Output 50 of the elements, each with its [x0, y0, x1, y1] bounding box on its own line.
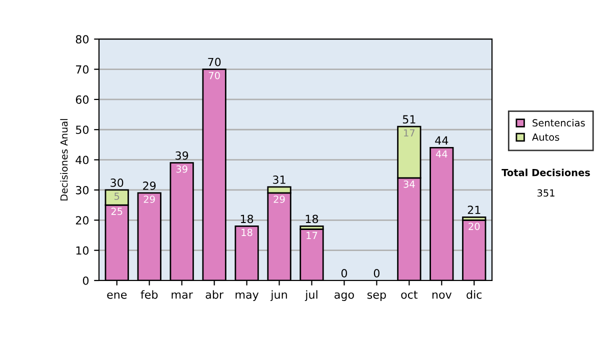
y-tick-label: 80	[76, 35, 89, 44]
x-tick-label: jun	[270, 290, 287, 301]
total-label: 39	[176, 151, 188, 160]
data-label: 39	[176, 165, 188, 173]
legend-label: Autos	[532, 134, 560, 141]
text: Total Decisiones	[502, 168, 590, 176]
x-tick-label: ago	[334, 292, 354, 301]
data-label: 17	[404, 129, 415, 136]
legend-label: Sentencias	[532, 118, 585, 127]
x-tick-label: abr	[206, 290, 224, 299]
total-label: 21	[468, 206, 480, 214]
y-tick-label: 60	[76, 95, 89, 104]
x-tick-label: oct	[401, 290, 418, 299]
x-tick-label: nov	[432, 292, 452, 299]
total-label: 30	[110, 178, 124, 187]
y-tick-label: 70	[76, 65, 89, 74]
x-tick-label: mar	[172, 292, 193, 299]
total-label: 29	[143, 182, 156, 190]
data-label: 29	[144, 196, 155, 203]
x-tick-label: jul	[304, 290, 318, 301]
data-label: 5	[114, 192, 120, 200]
total-label: 0	[374, 269, 380, 278]
data-label: 17	[306, 232, 318, 240]
y-tick-label: 20	[76, 216, 89, 225]
data-label: 18	[242, 228, 252, 236]
y-axis-title: Decisiones Anual	[60, 119, 68, 200]
total-label: 18	[240, 214, 254, 224]
data-label: 44	[436, 150, 448, 158]
y-tick-label: 10	[76, 246, 89, 255]
x-tick-label: may	[236, 292, 259, 301]
y-tick-label: 50	[76, 126, 89, 134]
x-tick-label: feb	[140, 290, 158, 299]
x-tick-label: sep	[367, 292, 386, 301]
total-label: 31	[273, 175, 286, 184]
data-label: 70	[208, 72, 220, 80]
y-tick-label: 0	[82, 276, 89, 285]
total-label: 0	[341, 269, 348, 278]
x-tick-label: ene	[107, 292, 127, 299]
total-label: 51	[402, 115, 416, 124]
data-label: 34	[404, 180, 415, 188]
x-tick-label: dic	[466, 290, 482, 299]
data-label: 29	[274, 196, 285, 203]
total-label: 18	[306, 214, 318, 224]
text: 351	[537, 189, 554, 197]
data-label: 25	[111, 208, 122, 215]
y-tick-label: 40	[76, 156, 89, 164]
y-tick-label: 30	[76, 186, 89, 194]
total-label: 70	[208, 58, 221, 66]
data-label: 20	[468, 222, 480, 230]
total-label: 44	[435, 136, 448, 145]
